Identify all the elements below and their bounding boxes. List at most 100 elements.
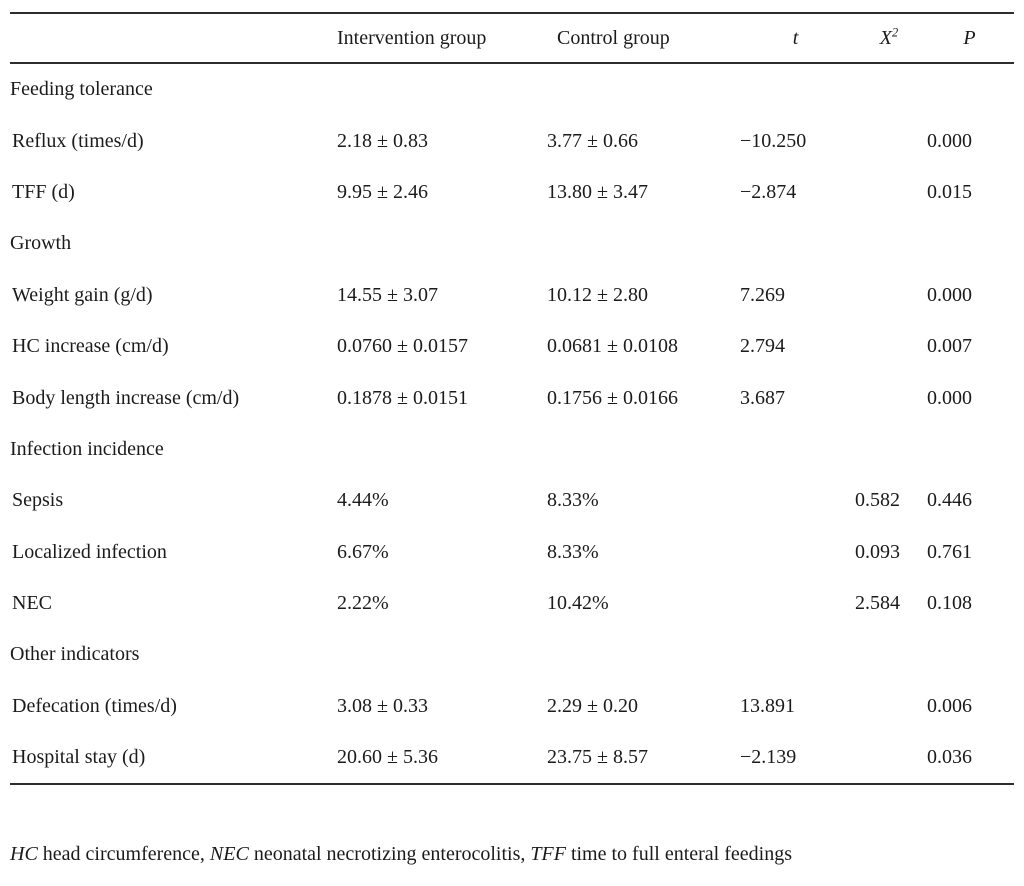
paper-page: Intervention group Control group t X2 P …	[10, 12, 1014, 867]
row-label: Sepsis	[12, 489, 64, 512]
table-header: Intervention group Control group t X2 P	[10, 13, 1014, 64]
table-row-nec: NEC 2.22% 10.42% 2.584 0.108	[10, 578, 1014, 629]
section-row-growth: Growth	[10, 218, 1014, 269]
section-label: Infection incidence	[10, 437, 164, 460]
table-row-sepsis: Sepsis 4.44% 8.33% 0.582 0.446	[10, 475, 1014, 526]
cell-control: 13.80 ± 3.47	[547, 180, 648, 203]
table-row-body-length-increase: Body length increase (cm/d) 0.1878 ± 0.0…	[10, 372, 1014, 423]
abbr-tff: TFF	[530, 843, 566, 866]
table-row-defecation: Defecation (times/d) 3.08 ± 0.33 2.29 ± …	[10, 681, 1014, 732]
cell-intervention: 20.60 ± 5.36	[337, 746, 438, 769]
section-label: Feeding tolerance	[10, 78, 153, 101]
abbr-nec: NEC	[209, 843, 249, 866]
section-row-infection-incidence: Infection incidence	[10, 424, 1014, 475]
column-header-chi-square: X2	[853, 13, 925, 64]
cell-chi-square: 0.093	[855, 540, 900, 563]
cell-chi-square	[853, 681, 925, 732]
table-body: Feeding tolerance Reflux (times/d) 2.18 …	[10, 63, 1014, 784]
cell-p: 0.007	[927, 335, 972, 358]
row-label: HC increase (cm/d)	[12, 335, 169, 358]
table-row-weight-gain: Weight gain (g/d) 14.55 ± 3.07 10.12 ± 2…	[10, 270, 1014, 321]
cell-intervention: 0.0760 ± 0.0157	[337, 335, 468, 358]
chi-square-exponent: 2	[892, 24, 899, 39]
cell-control: 10.12 ± 2.80	[547, 283, 648, 306]
cell-t: 2.794	[740, 335, 785, 358]
cell-intervention: 14.55 ± 3.07	[337, 283, 438, 306]
cell-control: 0.0681 ± 0.0108	[547, 335, 678, 358]
table-row-hospital-stay: Hospital stay (d) 20.60 ± 5.36 23.75 ± 8…	[10, 732, 1014, 784]
column-header-t: t	[738, 13, 853, 64]
cell-t: 13.891	[740, 694, 795, 717]
abbreviations-note: HC head circumference, NEC neonatal necr…	[10, 841, 1014, 867]
column-header-p: P	[925, 13, 1014, 64]
abbr-nec-definition: neonatal necrotizing enterocolitis,	[248, 843, 531, 866]
cell-chi-square: 2.584	[855, 592, 900, 615]
cell-control: 23.75 ± 8.57	[547, 746, 648, 769]
chi-square-symbol: X	[879, 26, 892, 49]
results-table: Intervention group Control group t X2 P …	[10, 12, 1014, 786]
row-label: TFF (d)	[12, 180, 75, 203]
cell-intervention: 3.08 ± 0.33	[337, 694, 428, 717]
column-header-empty	[10, 13, 335, 64]
cell-intervention: 2.22%	[337, 592, 389, 615]
cell-p: 0.446	[927, 489, 972, 512]
row-label: Weight gain (g/d)	[12, 283, 153, 306]
column-header-control-group: Control group	[545, 13, 738, 64]
cell-t	[738, 578, 853, 629]
section-label: Growth	[10, 232, 72, 255]
row-label: Hospital stay (d)	[12, 746, 146, 769]
cell-t	[738, 527, 853, 578]
cell-t: 3.687	[740, 386, 785, 409]
t-symbol: t	[792, 26, 799, 49]
cell-t: 7.269	[740, 283, 785, 306]
row-label: Defecation (times/d)	[12, 694, 177, 717]
table-row-localized-infection: Localized infection 6.67% 8.33% 0.093 0.…	[10, 527, 1014, 578]
abbr-tff-definition: time to full enteral feedings	[565, 843, 792, 866]
cell-control: 8.33%	[547, 489, 599, 512]
cell-chi-square	[853, 321, 925, 372]
table-row-tff: TFF (d) 9.95 ± 2.46 13.80 ± 3.47 −2.874 …	[10, 167, 1014, 218]
cell-t	[738, 475, 853, 526]
cell-t: −2.874	[740, 180, 797, 203]
cell-p: 0.036	[927, 746, 972, 769]
cell-chi-square	[853, 167, 925, 218]
cell-p: 0.000	[927, 283, 972, 306]
cell-p: 0.006	[927, 694, 972, 717]
cell-t: −2.139	[740, 746, 797, 769]
cell-intervention: 4.44%	[337, 489, 389, 512]
cell-p: 0.761	[927, 540, 972, 563]
cell-control: 2.29 ± 0.20	[547, 694, 638, 717]
p-symbol: P	[963, 26, 976, 49]
section-row-other-indicators: Other indicators	[10, 629, 1014, 680]
cell-intervention: 2.18 ± 0.83	[337, 129, 428, 152]
cell-control: 3.77 ± 0.66	[547, 129, 638, 152]
cell-chi-square	[853, 115, 925, 166]
row-label: Localized infection	[12, 540, 167, 563]
table-row-reflux: Reflux (times/d) 2.18 ± 0.83 3.77 ± 0.66…	[10, 115, 1014, 166]
cell-chi-square	[853, 372, 925, 423]
cell-p: 0.000	[927, 129, 972, 152]
cell-intervention: 9.95 ± 2.46	[337, 180, 428, 203]
row-label: Body length increase (cm/d)	[12, 386, 240, 409]
cell-p: 0.108	[927, 592, 972, 615]
row-label: NEC	[12, 592, 52, 615]
abbr-hc: HC	[10, 843, 38, 866]
header-row: Intervention group Control group t X2 P	[10, 13, 1014, 64]
cell-chi-square	[853, 270, 925, 321]
cell-p: 0.015	[927, 180, 972, 203]
cell-chi-square: 0.582	[855, 489, 900, 512]
abbr-hc-definition: head circumference,	[37, 843, 210, 866]
cell-chi-square	[853, 732, 925, 784]
cell-control: 10.42%	[547, 592, 609, 615]
cell-control: 8.33%	[547, 540, 599, 563]
cell-intervention: 6.67%	[337, 540, 389, 563]
row-label: Reflux (times/d)	[12, 129, 144, 152]
section-row-feeding-tolerance: Feeding tolerance	[10, 63, 1014, 115]
section-label: Other indicators	[10, 643, 140, 666]
cell-t: −10.250	[740, 129, 807, 152]
column-header-intervention-group: Intervention group	[335, 13, 545, 64]
cell-p: 0.000	[927, 386, 972, 409]
cell-intervention: 0.1878 ± 0.0151	[337, 386, 468, 409]
table-row-hc-increase: HC increase (cm/d) 0.0760 ± 0.0157 0.068…	[10, 321, 1014, 372]
cell-control: 0.1756 ± 0.0166	[547, 386, 678, 409]
